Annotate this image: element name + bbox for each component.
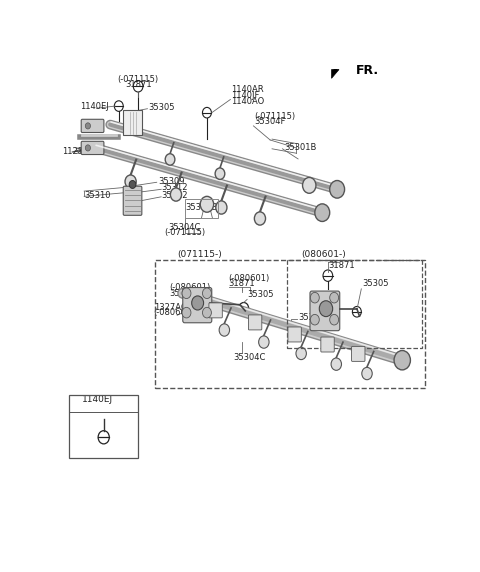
FancyBboxPatch shape	[81, 141, 104, 154]
Text: (080601-): (080601-)	[301, 251, 346, 259]
Text: (-080601): (-080601)	[154, 308, 195, 317]
Circle shape	[296, 347, 306, 360]
FancyBboxPatch shape	[209, 303, 222, 318]
Circle shape	[219, 324, 229, 336]
Text: 1140AR: 1140AR	[231, 85, 264, 94]
Text: 31871: 31871	[328, 261, 354, 270]
Text: FR.: FR.	[356, 64, 379, 77]
Text: 1123GG: 1123GG	[62, 147, 96, 156]
Circle shape	[170, 188, 181, 201]
Text: 35309: 35309	[158, 177, 185, 186]
Text: 35301B: 35301B	[186, 203, 218, 212]
FancyBboxPatch shape	[123, 110, 142, 135]
Circle shape	[125, 175, 136, 188]
FancyBboxPatch shape	[321, 337, 334, 352]
Circle shape	[362, 367, 372, 380]
FancyBboxPatch shape	[310, 291, 340, 331]
Text: 35305: 35305	[247, 289, 274, 299]
Text: 31871: 31871	[228, 279, 255, 288]
Circle shape	[331, 358, 341, 370]
FancyBboxPatch shape	[81, 120, 104, 133]
Text: 35301B: 35301B	[284, 142, 316, 152]
Text: 1140JF: 1140JF	[231, 91, 260, 100]
FancyBboxPatch shape	[351, 347, 365, 362]
Circle shape	[215, 168, 225, 180]
FancyBboxPatch shape	[123, 186, 142, 215]
Text: 1140EJ: 1140EJ	[82, 395, 113, 404]
FancyBboxPatch shape	[249, 315, 262, 330]
Circle shape	[203, 288, 211, 299]
Circle shape	[319, 301, 333, 317]
Text: 35304C: 35304C	[233, 353, 265, 362]
Circle shape	[311, 315, 319, 325]
Text: (-071115): (-071115)	[118, 74, 159, 84]
Text: (-080601): (-080601)	[170, 283, 211, 292]
Circle shape	[165, 154, 175, 165]
Text: 1140EJ: 1140EJ	[81, 102, 109, 112]
Circle shape	[259, 336, 269, 348]
FancyBboxPatch shape	[288, 327, 301, 342]
Circle shape	[315, 204, 330, 221]
Text: 1327AC: 1327AC	[154, 303, 187, 312]
Circle shape	[200, 196, 214, 212]
Circle shape	[216, 201, 227, 214]
Circle shape	[203, 307, 211, 318]
Text: 35304F: 35304F	[254, 117, 286, 126]
Polygon shape	[332, 64, 339, 78]
Text: (-080601): (-080601)	[228, 273, 270, 283]
Circle shape	[182, 288, 191, 299]
Text: 1140AO: 1140AO	[231, 97, 264, 106]
Text: (071115-): (071115-)	[177, 251, 222, 259]
Circle shape	[302, 177, 316, 193]
Text: 35305: 35305	[148, 103, 175, 112]
Text: 35305: 35305	[362, 279, 389, 288]
Circle shape	[129, 181, 136, 188]
Text: 35304C: 35304C	[168, 223, 201, 232]
Circle shape	[330, 315, 338, 325]
FancyBboxPatch shape	[183, 288, 212, 323]
Circle shape	[254, 212, 265, 225]
Text: 31871: 31871	[125, 80, 151, 89]
Text: 35310: 35310	[84, 191, 111, 200]
Circle shape	[394, 351, 410, 370]
Circle shape	[85, 123, 91, 129]
Text: 35304F: 35304F	[298, 313, 329, 323]
Circle shape	[192, 296, 204, 310]
Text: (-071115): (-071115)	[254, 112, 295, 121]
Circle shape	[85, 145, 91, 151]
Text: 35301B: 35301B	[170, 289, 202, 298]
Circle shape	[182, 307, 191, 318]
Circle shape	[311, 292, 319, 303]
Text: 35312: 35312	[161, 183, 188, 192]
Circle shape	[330, 181, 345, 198]
Text: (-071115): (-071115)	[164, 228, 205, 237]
Text: 35312: 35312	[161, 191, 188, 200]
Circle shape	[330, 292, 338, 303]
